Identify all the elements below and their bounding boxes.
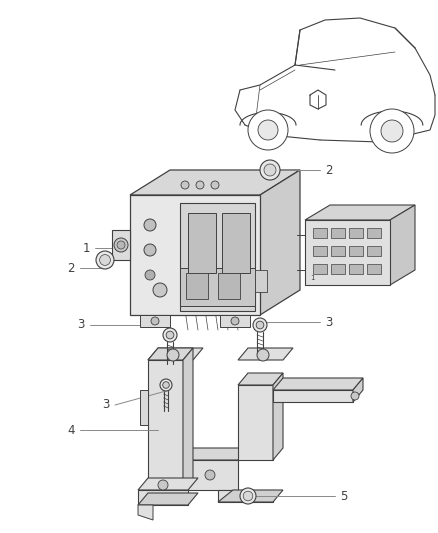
Bar — [367, 264, 381, 274]
Circle shape — [166, 331, 174, 339]
Circle shape — [114, 238, 128, 252]
Circle shape — [253, 318, 267, 332]
Bar — [305, 220, 390, 285]
Text: 3: 3 — [325, 316, 332, 328]
Text: 2: 2 — [325, 164, 332, 176]
Polygon shape — [353, 378, 363, 402]
Polygon shape — [238, 373, 283, 385]
Polygon shape — [138, 478, 198, 490]
Polygon shape — [390, 205, 415, 285]
Text: 3: 3 — [78, 319, 85, 332]
Circle shape — [163, 328, 177, 342]
Circle shape — [145, 270, 155, 280]
Circle shape — [264, 164, 276, 176]
Text: 4: 4 — [67, 424, 75, 437]
Bar — [180, 203, 255, 311]
Bar — [367, 246, 381, 256]
Circle shape — [181, 181, 189, 189]
Bar — [255, 270, 267, 292]
Circle shape — [381, 120, 403, 142]
Polygon shape — [238, 385, 273, 460]
Bar — [130, 195, 260, 315]
Circle shape — [256, 321, 264, 329]
Text: 1: 1 — [82, 241, 90, 254]
Circle shape — [205, 470, 215, 480]
Text: 5: 5 — [340, 489, 347, 503]
Polygon shape — [148, 348, 193, 360]
Circle shape — [370, 109, 414, 153]
Bar — [188, 213, 216, 273]
Polygon shape — [148, 360, 183, 490]
Polygon shape — [238, 348, 293, 360]
Circle shape — [162, 382, 170, 389]
Circle shape — [167, 349, 179, 361]
Circle shape — [153, 283, 167, 297]
Bar — [140, 315, 170, 327]
Polygon shape — [183, 448, 248, 460]
Circle shape — [196, 181, 204, 189]
Polygon shape — [273, 390, 353, 402]
Polygon shape — [138, 505, 153, 520]
Circle shape — [151, 317, 159, 325]
Polygon shape — [260, 170, 300, 315]
Circle shape — [258, 120, 278, 140]
Polygon shape — [273, 373, 283, 460]
Polygon shape — [218, 490, 283, 502]
Bar — [222, 213, 250, 273]
Bar — [313, 264, 327, 274]
Polygon shape — [183, 348, 193, 490]
Polygon shape — [218, 490, 273, 502]
Polygon shape — [183, 460, 238, 490]
Bar — [331, 228, 345, 238]
Circle shape — [257, 349, 269, 361]
Circle shape — [243, 491, 253, 501]
Polygon shape — [305, 205, 415, 220]
Bar — [349, 228, 363, 238]
Circle shape — [231, 317, 239, 325]
Polygon shape — [138, 493, 198, 505]
Circle shape — [351, 392, 359, 400]
Bar — [186, 273, 208, 299]
Circle shape — [160, 379, 172, 391]
Polygon shape — [130, 170, 300, 195]
Bar — [220, 315, 250, 327]
Bar — [367, 228, 381, 238]
Text: 3: 3 — [102, 399, 110, 411]
Polygon shape — [140, 390, 148, 425]
Polygon shape — [148, 348, 203, 360]
Circle shape — [158, 480, 168, 490]
Text: 2: 2 — [67, 262, 75, 274]
Circle shape — [96, 251, 114, 269]
Circle shape — [260, 160, 280, 180]
Polygon shape — [273, 378, 363, 390]
Polygon shape — [112, 230, 130, 260]
Circle shape — [144, 244, 156, 256]
Bar — [180, 268, 255, 306]
Circle shape — [99, 255, 110, 265]
Bar — [313, 228, 327, 238]
Circle shape — [117, 241, 125, 249]
Circle shape — [144, 219, 156, 231]
Bar — [313, 246, 327, 256]
Polygon shape — [138, 490, 188, 505]
Circle shape — [240, 488, 256, 504]
Bar — [218, 273, 240, 299]
Bar — [349, 246, 363, 256]
Circle shape — [248, 110, 288, 150]
Circle shape — [211, 181, 219, 189]
Bar — [331, 246, 345, 256]
Text: 1: 1 — [310, 275, 314, 281]
Bar — [331, 264, 345, 274]
Bar — [349, 264, 363, 274]
